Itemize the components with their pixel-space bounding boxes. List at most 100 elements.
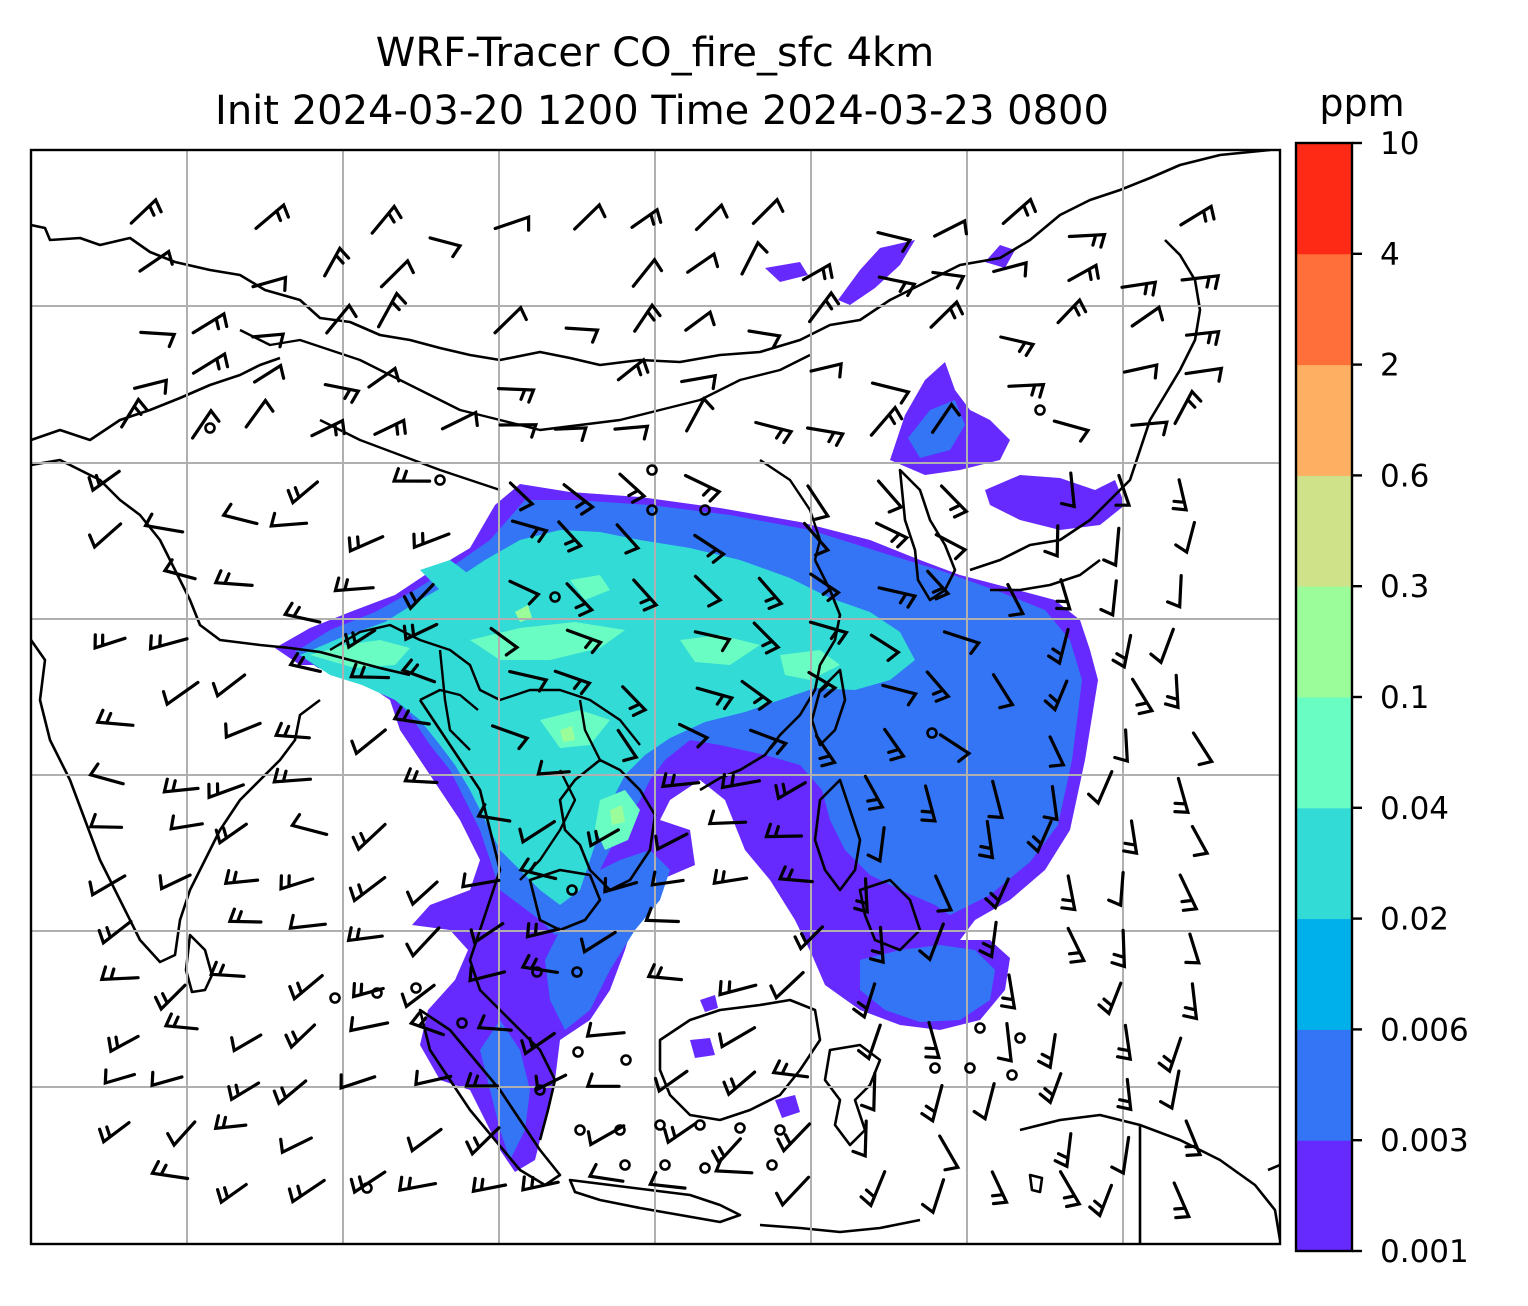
wind-barb xyxy=(1184,366,1224,383)
wind-barb xyxy=(377,290,408,329)
wind-barb xyxy=(325,302,358,335)
calm-wind-circle xyxy=(694,1119,706,1131)
wind-barb xyxy=(214,822,248,846)
wind-barb xyxy=(98,1121,131,1145)
colorbar-bin-4 xyxy=(1296,697,1352,809)
wind-barb xyxy=(777,865,814,884)
wind-barb xyxy=(808,620,849,645)
wind-barb xyxy=(498,423,539,439)
wind-barb xyxy=(740,679,773,711)
calm-wind-circle xyxy=(410,982,422,994)
wind-barb xyxy=(230,1033,263,1054)
wind-barb xyxy=(809,361,843,379)
wind-barb xyxy=(693,574,723,608)
wind-barb xyxy=(149,1160,190,1181)
wind-barb xyxy=(1007,382,1046,399)
wind-barb xyxy=(883,727,906,762)
colorbar-bin-5 xyxy=(1296,586,1352,698)
coastlines xyxy=(31,150,1280,1244)
wind-barb xyxy=(585,1072,621,1088)
wind-barb xyxy=(921,1178,946,1215)
wind-barb xyxy=(1055,578,1072,611)
wind-barb xyxy=(1180,273,1221,291)
wind-barb xyxy=(808,290,841,324)
wind-barb xyxy=(339,1073,377,1091)
calm-wind-circle xyxy=(654,1119,666,1131)
wind-barb xyxy=(350,728,387,757)
wind-barb xyxy=(621,685,648,717)
colorbar-tick-label: 0.3 xyxy=(1380,569,1429,605)
wind-barb xyxy=(752,621,781,655)
calm-wind-markers xyxy=(204,404,1046,1194)
wind-barb xyxy=(95,708,135,727)
wind-barb xyxy=(1130,420,1169,437)
wind-barb xyxy=(769,971,805,1001)
colorbar-bin-0 xyxy=(1296,1140,1352,1252)
wind-barb xyxy=(402,622,439,642)
wind-barb xyxy=(227,907,263,924)
wind-barb xyxy=(1043,679,1069,713)
wind-barb xyxy=(776,1122,812,1154)
wind-barb xyxy=(978,920,998,960)
colorbar-tick-label: 0.6 xyxy=(1380,458,1429,494)
calm-wind-circle xyxy=(774,1124,786,1136)
colorbar-tick-label: 10 xyxy=(1380,126,1419,162)
colorbar-tick-label: 0.02 xyxy=(1380,902,1449,938)
wind-barb xyxy=(857,1023,882,1062)
wind-barb xyxy=(1087,770,1114,806)
wind-barb xyxy=(510,519,549,543)
map-frame xyxy=(29,148,1282,1246)
wind-barb xyxy=(344,628,377,650)
wind-barb xyxy=(508,481,535,512)
calm-wind-circle xyxy=(534,1084,546,1096)
wind-barb xyxy=(881,683,919,707)
wind-barb xyxy=(851,1119,868,1159)
wind-barb xyxy=(211,673,247,699)
wind-barb xyxy=(403,767,439,785)
wind-barb xyxy=(1047,628,1070,666)
wind-barb xyxy=(166,1120,197,1148)
co-plume-layer-peak xyxy=(515,605,625,825)
wind-barb xyxy=(191,311,229,335)
wind-barb xyxy=(400,658,437,684)
wind-barb xyxy=(497,387,536,404)
wind-barb xyxy=(747,329,782,349)
wind-barb xyxy=(392,705,431,726)
wind-barb xyxy=(1102,526,1121,568)
wind-barb xyxy=(722,1070,757,1097)
colorbar-bin-3 xyxy=(1296,807,1352,920)
wind-barb xyxy=(618,472,647,504)
calm-wind-circle xyxy=(646,464,658,476)
wind-barb xyxy=(764,822,803,839)
wind-barb xyxy=(405,926,441,959)
wind-barb xyxy=(793,925,824,952)
wind-barb xyxy=(992,260,1028,278)
wind-barb xyxy=(397,1175,438,1193)
wind-barb xyxy=(707,809,748,826)
wind-barb xyxy=(471,1176,508,1194)
wind-barb xyxy=(925,670,951,703)
wind-barb xyxy=(88,812,124,829)
wind-barb xyxy=(251,332,286,349)
wind-barb xyxy=(158,873,192,892)
wind-barb xyxy=(370,203,403,235)
wind-barb xyxy=(868,925,885,965)
wind-barb xyxy=(685,396,715,433)
wind-barb xyxy=(654,832,689,852)
wind-barb xyxy=(349,662,391,680)
wind-barb xyxy=(1178,873,1199,912)
wind-barb xyxy=(349,1170,387,1195)
wind-barb xyxy=(1006,583,1026,617)
calm-wind-circle xyxy=(549,591,561,603)
wind-barb xyxy=(876,231,913,253)
wind-barb xyxy=(630,207,663,229)
wind-barb xyxy=(814,734,838,768)
wind-barb xyxy=(1184,932,1201,965)
wind-barb xyxy=(987,779,1005,820)
wind-barb xyxy=(161,680,200,707)
wind-barb xyxy=(713,1157,754,1175)
wind-barb xyxy=(686,251,720,274)
wind-barb xyxy=(1026,819,1053,854)
wind-barb xyxy=(984,877,1010,911)
